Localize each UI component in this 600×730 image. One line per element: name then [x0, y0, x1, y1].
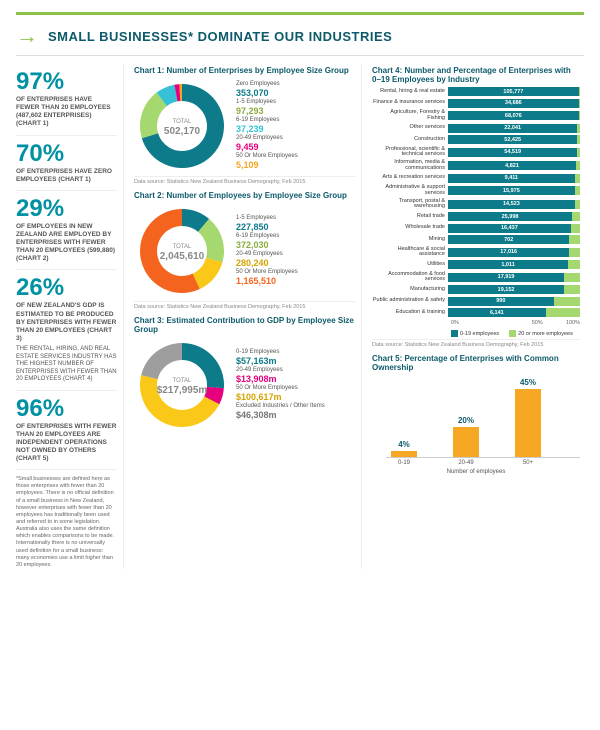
hbar-row: Education & training6,141 [372, 308, 580, 317]
legend-item: 6-19 Employees37,239 [236, 117, 298, 134]
stat-pct: 70% [16, 140, 117, 168]
chart1: Chart 1: Number of Enterprises by Employ… [134, 66, 355, 185]
stat-txt: OF ENTERPRISES HAVE FEWER THAN 20 EMPLOY… [16, 96, 117, 129]
legend-item: Excluded Industries / Other Items$46,308… [236, 403, 325, 420]
stat-pct: 96% [16, 395, 117, 423]
svg-text:502,170: 502,170 [164, 126, 201, 137]
legend-item: 50 Or More Employees1,165,510 [236, 269, 298, 286]
stat-pct: 97% [16, 68, 117, 96]
chart4-axis: 0% 50% 100% [451, 320, 580, 326]
hbar-row: Transport, postal & warehousing14,523 [372, 199, 580, 210]
chart1-title: Chart 1: Number of Enterprises by Employ… [134, 66, 355, 75]
legend-item: 1-5 Employees227,850 [236, 215, 298, 232]
chart5: Chart 5: Percentage of Enterprises with … [372, 354, 580, 475]
stat-item: 29%OF EMPLOYEES IN NEW ZEALAND ARE EMPLO… [16, 191, 117, 271]
stat-pct: 29% [16, 195, 117, 223]
hbar-row: Construction52,425 [372, 135, 580, 144]
hbar-row: Rental, hiring & real estate105,777 [372, 87, 580, 96]
arrow-icon: → [16, 23, 38, 49]
stat-item: 26%OF NEW ZEALAND'S GDP IS ESTIMATED TO … [16, 270, 117, 390]
hbar-row: Accommodation & food services17,919 [372, 272, 580, 283]
svg-text:TOTAL: TOTAL [173, 119, 192, 125]
chart1-source: Data source: Statistics New Zealand Busi… [134, 176, 355, 185]
svg-text:TOTAL: TOTAL [173, 244, 192, 250]
legend-item: Zero Employees353,070 [236, 81, 298, 98]
legend-swatch-1 [451, 330, 458, 337]
vbar-group: 4% [386, 440, 422, 457]
chart4-title: Chart 4: Number and Percentage of Enterp… [372, 66, 580, 84]
chart5-xlabel: Number of employees [372, 469, 580, 475]
stats-column: 97%OF ENTERPRISES HAVE FEWER THAN 20 EMP… [16, 64, 124, 569]
chart2-title: Chart 2: Number of Employees by Employee… [134, 191, 355, 200]
hbar-row: Healthcare & social assistance17,016 [372, 247, 580, 258]
chart2-donut: TOTAL2,045,610 [134, 203, 230, 299]
chart4-bars: Rental, hiring & real estate105,777 Finan… [372, 87, 580, 317]
hbar-row: Professional, scientific & technical ser… [372, 147, 580, 158]
svg-text:$217,995m: $217,995m [157, 385, 208, 396]
stat-txt: OF NEW ZEALAND'S GDP IS ESTIMATED TO BE … [16, 302, 117, 343]
donut-slice [141, 343, 182, 379]
legend-item: 6-19 Employees372,030 [236, 233, 298, 250]
hbar-row: Finance & insurance services34,686 [372, 99, 580, 108]
hbar-row: Agriculture, Forestry & Fishing68,076 [372, 110, 580, 121]
right-column: Chart 4: Number and Percentage of Enterp… [372, 64, 580, 569]
vbar-group: 45% [510, 378, 546, 457]
hbar-row: Retail trade25,998 [372, 212, 580, 221]
hbar-row: Manufacturing19,152 [372, 285, 580, 294]
chart2: Chart 2: Number of Employees by Employee… [134, 191, 355, 310]
footnote: *Small businesses are defined here as th… [16, 476, 117, 569]
chart3: Chart 3: Estimated Contribution to GDP b… [134, 316, 355, 433]
stat-txt: OF ENTERPRISES WITH FEWER THAN 20 EMPLOY… [16, 423, 117, 464]
hbar-row: Information, media & communications4,821 [372, 160, 580, 171]
chart4-legend: 0-19 employees 20 or more employees [451, 330, 580, 337]
chart1-donut: TOTAL502,170 [134, 78, 230, 174]
legend-item: 1-5 Employees97,293 [236, 99, 298, 116]
chart3-title: Chart 3: Estimated Contribution to GDP b… [134, 316, 355, 334]
chart4: Chart 4: Number and Percentage of Enterp… [372, 66, 580, 348]
stat-txt: OF ENTERPRISES HAVE ZERO EMPLOYEES (CHAR… [16, 168, 117, 184]
svg-text:TOTAL: TOTAL [173, 378, 192, 384]
hbar-row: Administrative & support services15,975 [372, 185, 580, 196]
legend-item: 20-49 Employees$13,908m [236, 367, 325, 384]
hbar-row: Other services22,041 [372, 124, 580, 133]
hbar-row: Wholesale trade16,437 [372, 224, 580, 233]
chart2-legend: 1-5 Employees227,8506-19 Employees372,03… [236, 215, 298, 287]
stat-txt: OF EMPLOYEES IN NEW ZEALAND ARE EMPLOYED… [16, 223, 117, 264]
hbar-row: Public administration & safety990 [372, 297, 580, 306]
legend-swatch-2 [509, 330, 516, 337]
chart5-bars: 4% 20% 45% [386, 380, 580, 458]
legend-item: 0-19 Employees$57,163m [236, 349, 325, 366]
page-header: → SMALL BUSINESSES* DOMINATE OUR INDUSTR… [16, 12, 584, 56]
chart5-title: Chart 5: Percentage of Enterprises with … [372, 354, 580, 372]
stat-item: 70%OF ENTERPRISES HAVE ZERO EMPLOYEES (C… [16, 136, 117, 191]
legend-item: 20-49 Employees9,459 [236, 135, 298, 152]
stat-pct: 26% [16, 274, 117, 302]
hbar-row: Mining702 [372, 235, 580, 244]
chart3-donut: TOTAL$217,995m [134, 337, 230, 433]
chart2-source: Data source: Statistics New Zealand Busi… [134, 301, 355, 310]
hbar-row: Arts & recreation services9,411 [372, 174, 580, 183]
vbar-group: 20% [448, 416, 484, 457]
page-title: SMALL BUSINESSES* DOMINATE OUR INDUSTRIE… [48, 29, 392, 44]
legend-item: 50 Or More Employees$100,617m [236, 385, 325, 402]
svg-text:2,045,610: 2,045,610 [160, 251, 205, 262]
chart1-legend: Zero Employees353,0701-5 Employees97,293… [236, 81, 298, 171]
chart3-legend: 0-19 Employees$57,163m20-49 Employees$13… [236, 349, 325, 421]
legend-item: 20-49 Employees280,240 [236, 251, 298, 268]
mid-column: Chart 1: Number of Enterprises by Employ… [134, 64, 362, 569]
chart4-source: Data source: Statistics New Zealand Busi… [372, 339, 580, 348]
legend-item: 50 Or More Employees5,109 [236, 153, 298, 170]
chart5-xlabels: 0-1920-4950+ [386, 458, 580, 466]
stat-item: 96%OF ENTERPRISES WITH FEWER THAN 20 EMP… [16, 391, 117, 471]
stat-item: 97%OF ENTERPRISES HAVE FEWER THAN 20 EMP… [16, 64, 117, 136]
hbar-row: Utilities1,011 [372, 260, 580, 269]
